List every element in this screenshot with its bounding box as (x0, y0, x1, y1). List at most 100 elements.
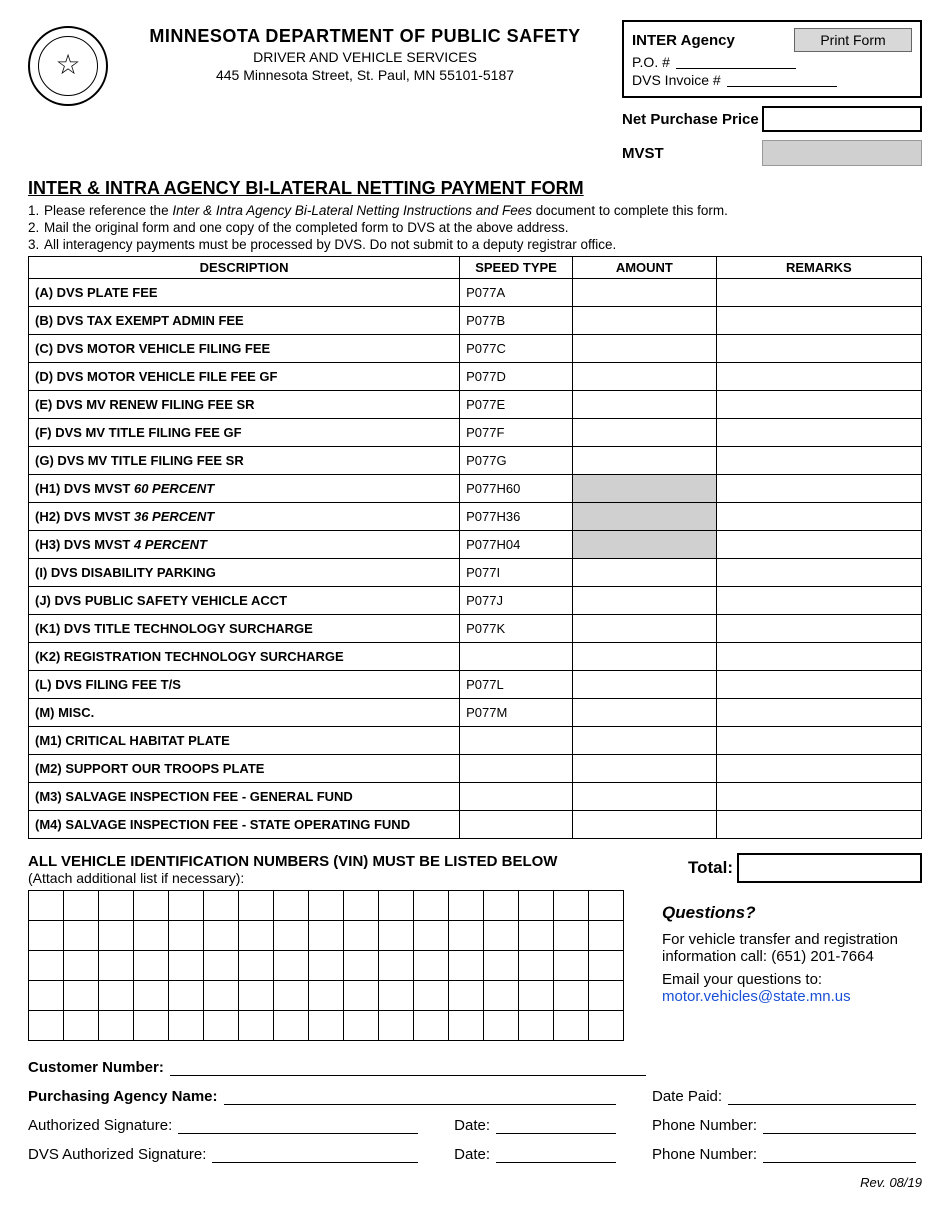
vin-cell[interactable] (449, 921, 484, 951)
cell-remarks[interactable] (716, 419, 921, 447)
vin-cell[interactable] (449, 951, 484, 981)
cell-amount[interactable] (573, 419, 717, 447)
vin-cell[interactable] (274, 891, 309, 921)
vin-cell[interactable] (134, 951, 169, 981)
vin-cell[interactable] (484, 1011, 519, 1041)
dvs-date-field[interactable] (496, 1147, 616, 1163)
cell-remarks[interactable] (716, 475, 921, 503)
vin-cell[interactable] (309, 1011, 344, 1041)
vin-cell[interactable] (29, 981, 64, 1011)
vin-cell[interactable] (344, 891, 379, 921)
cell-remarks[interactable] (716, 615, 921, 643)
cell-amount[interactable] (573, 279, 717, 307)
vin-cell[interactable] (239, 1011, 274, 1041)
cell-remarks[interactable] (716, 643, 921, 671)
vin-cell[interactable] (239, 891, 274, 921)
vin-cell[interactable] (309, 981, 344, 1011)
vin-cell[interactable] (169, 921, 204, 951)
vin-cell[interactable] (239, 921, 274, 951)
vin-cell[interactable] (274, 1011, 309, 1041)
vin-cell[interactable] (484, 951, 519, 981)
vin-cell[interactable] (134, 921, 169, 951)
auth-date-field[interactable] (496, 1118, 616, 1134)
vin-cell[interactable] (344, 1011, 379, 1041)
questions-email-link[interactable]: motor.vehicles@state.mn.us (662, 988, 851, 1005)
cell-remarks[interactable] (716, 755, 921, 783)
vin-cell[interactable] (99, 921, 134, 951)
cell-remarks[interactable] (716, 699, 921, 727)
vin-cell[interactable] (589, 921, 624, 951)
cell-amount[interactable] (573, 475, 717, 503)
invoice-field[interactable] (727, 73, 837, 87)
vin-cell[interactable] (204, 981, 239, 1011)
cell-amount[interactable] (573, 391, 717, 419)
agency-name-field[interactable] (224, 1089, 617, 1105)
cell-amount[interactable] (573, 671, 717, 699)
vin-cell[interactable] (379, 921, 414, 951)
cell-remarks[interactable] (716, 447, 921, 475)
vin-cell[interactable] (29, 891, 64, 921)
cell-remarks[interactable] (716, 335, 921, 363)
vin-cell[interactable] (379, 951, 414, 981)
vin-cell[interactable] (344, 951, 379, 981)
vin-cell[interactable] (64, 951, 99, 981)
vin-cell[interactable] (449, 891, 484, 921)
cell-remarks[interactable] (716, 307, 921, 335)
vin-cell[interactable] (29, 951, 64, 981)
vin-cell[interactable] (169, 891, 204, 921)
vin-cell[interactable] (64, 921, 99, 951)
cell-amount[interactable] (573, 727, 717, 755)
cell-remarks[interactable] (716, 391, 921, 419)
vin-cell[interactable] (589, 1011, 624, 1041)
vin-cell[interactable] (99, 951, 134, 981)
cell-amount[interactable] (573, 307, 717, 335)
phone1-field[interactable] (763, 1118, 916, 1134)
vin-cell[interactable] (169, 1011, 204, 1041)
cell-amount[interactable] (573, 643, 717, 671)
cell-amount[interactable] (573, 615, 717, 643)
cell-remarks[interactable] (716, 559, 921, 587)
vin-cell[interactable] (484, 921, 519, 951)
cell-remarks[interactable] (716, 727, 921, 755)
vin-cell[interactable] (204, 1011, 239, 1041)
vin-cell[interactable] (309, 921, 344, 951)
vin-cell[interactable] (589, 951, 624, 981)
vin-cell[interactable] (554, 1011, 589, 1041)
dvs-sig-field[interactable] (212, 1147, 418, 1163)
cell-amount[interactable] (573, 363, 717, 391)
vin-cell[interactable] (589, 891, 624, 921)
vin-cell[interactable] (134, 1011, 169, 1041)
cell-remarks[interactable] (716, 587, 921, 615)
vin-cell[interactable] (379, 891, 414, 921)
vin-cell[interactable] (449, 1011, 484, 1041)
vin-cell[interactable] (379, 981, 414, 1011)
cell-amount[interactable] (573, 503, 717, 531)
vin-cell[interactable] (309, 951, 344, 981)
vin-cell[interactable] (274, 921, 309, 951)
vin-cell[interactable] (554, 981, 589, 1011)
vin-cell[interactable] (589, 981, 624, 1011)
vin-cell[interactable] (519, 921, 554, 951)
cell-amount[interactable] (573, 755, 717, 783)
cell-amount[interactable] (573, 559, 717, 587)
phone2-field[interactable] (763, 1147, 916, 1163)
vin-cell[interactable] (64, 981, 99, 1011)
total-field[interactable] (737, 853, 922, 883)
vin-cell[interactable] (484, 891, 519, 921)
vin-cell[interactable] (344, 981, 379, 1011)
vin-cell[interactable] (414, 1011, 449, 1041)
cell-amount[interactable] (573, 335, 717, 363)
auth-sig-field[interactable] (178, 1118, 418, 1134)
vin-cell[interactable] (274, 951, 309, 981)
vin-cell[interactable] (519, 981, 554, 1011)
vin-cell[interactable] (519, 891, 554, 921)
vin-cell[interactable] (414, 891, 449, 921)
vin-cell[interactable] (554, 891, 589, 921)
vin-cell[interactable] (414, 921, 449, 951)
po-field[interactable] (676, 55, 796, 69)
vin-cell[interactable] (554, 951, 589, 981)
cell-amount[interactable] (573, 587, 717, 615)
cell-remarks[interactable] (716, 363, 921, 391)
cell-remarks[interactable] (716, 783, 921, 811)
vin-cell[interactable] (134, 981, 169, 1011)
